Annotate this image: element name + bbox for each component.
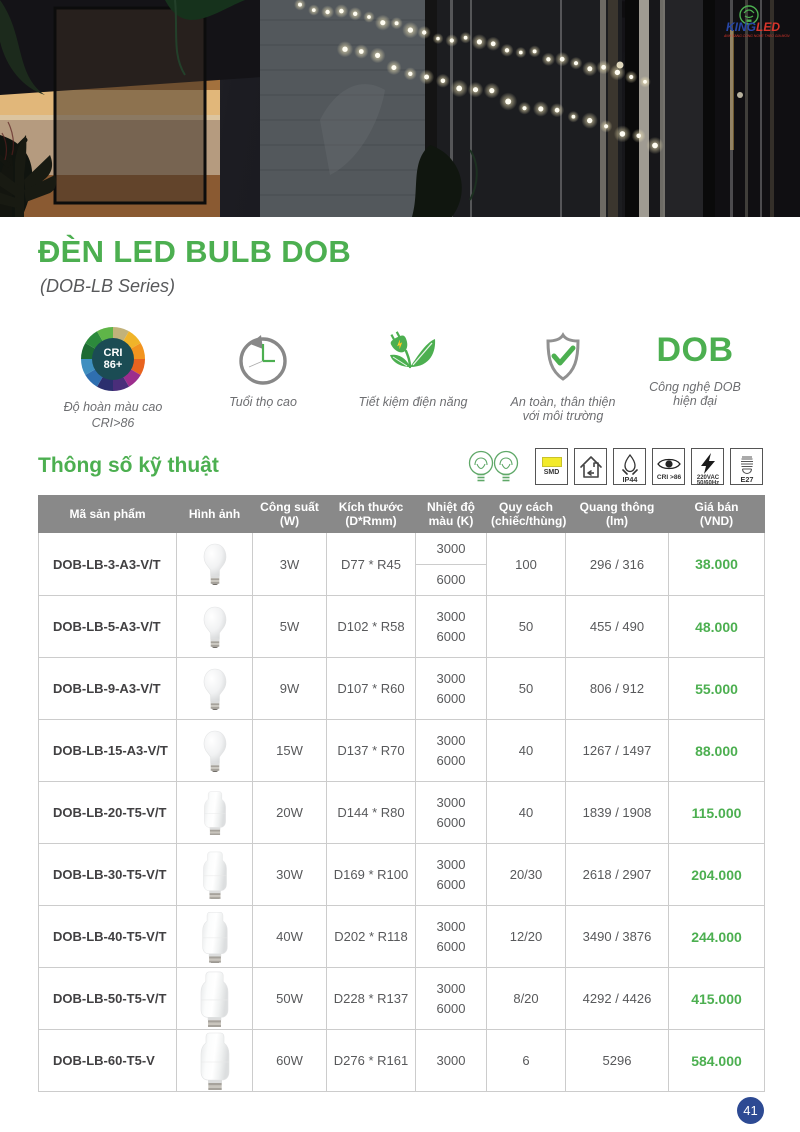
svg-text:CRI >86: CRI >86 <box>657 474 682 481</box>
svg-text:86+: 86+ <box>104 359 123 371</box>
svg-text:50/60Hz: 50/60Hz <box>697 481 719 487</box>
svg-text:E27: E27 <box>741 475 754 484</box>
svg-text:ANH SANG CONG NGHE THEO GIA MO: ANH SANG CONG NGHE THEO GIA MON <box>723 34 790 38</box>
svg-text:IP44: IP44 <box>622 475 638 484</box>
svg-text:KINGLED: KINGLED <box>726 20 780 34</box>
svg-text:CRI: CRI <box>104 347 123 359</box>
